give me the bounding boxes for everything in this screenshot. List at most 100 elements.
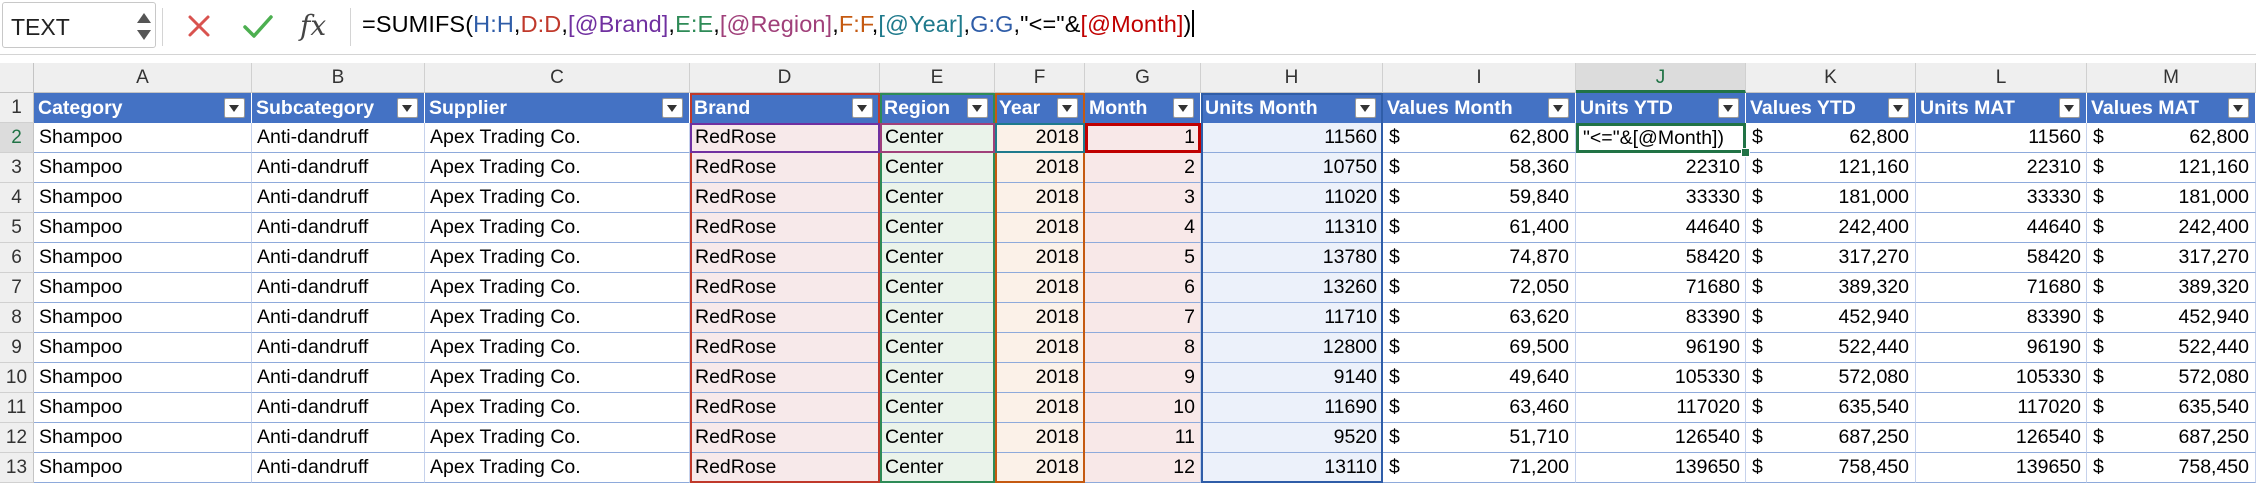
table-cell-values-ytd[interactable]: $181,000 [1746,183,1916,213]
fill-handle[interactable] [1741,148,1750,157]
table-cell-values-mat[interactable]: $635,540 [2087,393,2256,423]
table-cell-units-mat[interactable]: 117020 [1916,393,2087,423]
table-cell-category[interactable]: Shampoo [34,123,252,153]
table-cell-brand[interactable]: RedRose [690,453,880,483]
table-cell-year[interactable]: 2018 [995,453,1085,483]
table-cell-region[interactable]: Center [880,453,995,483]
table-header-cell[interactable]: Month [1085,93,1201,123]
table-cell-region[interactable]: Center [880,393,995,423]
table-header-cell[interactable]: Subcategory [252,93,425,123]
row-header-12[interactable]: 12 [0,423,34,453]
row-header-3[interactable]: 3 [0,153,34,183]
table-cell-values-ytd[interactable]: $687,250 [1746,423,1916,453]
table-cell-units-ytd[interactable]: 83390 [1576,303,1746,333]
table-cell-values-ytd[interactable]: $62,800 [1746,123,1916,153]
table-cell-year[interactable]: 2018 [995,423,1085,453]
table-cell-values-mat[interactable]: $572,080 [2087,363,2256,393]
table-cell-month[interactable]: 7 [1085,303,1201,333]
table-header-cell[interactable]: Values YTD [1746,93,1916,123]
table-cell-category[interactable]: Shampoo [34,273,252,303]
table-cell-units-mat[interactable]: 22310 [1916,153,2087,183]
table-cell-region[interactable]: Center [880,333,995,363]
table-cell-units-ytd[interactable]: 96190 [1576,333,1746,363]
filter-dropdown-icon[interactable] [1173,98,1194,118]
table-cell-values-month[interactable]: $51,710 [1383,423,1576,453]
table-cell-month[interactable]: 1 [1085,123,1201,153]
table-cell-values-mat[interactable]: $242,400 [2087,213,2256,243]
table-cell-units-month[interactable]: 12800 [1201,333,1383,363]
table-cell-units-ytd[interactable]: 44640 [1576,213,1746,243]
table-cell-units-month[interactable]: 13110 [1201,453,1383,483]
table-cell-brand[interactable]: RedRose [690,243,880,273]
column-header-k[interactable]: K [1746,63,1916,93]
table-cell-subcategory[interactable]: Anti-dandruff [252,333,425,363]
table-cell-units-month[interactable]: 11310 [1201,213,1383,243]
column-header-m[interactable]: M [2087,63,2256,93]
table-cell-month[interactable]: 11 [1085,423,1201,453]
table-cell-units-month[interactable]: 11690 [1201,393,1383,423]
row-header-11[interactable]: 11 [0,393,34,423]
table-cell-supplier[interactable]: Apex Trading Co. [425,363,690,393]
table-cell-supplier[interactable]: Apex Trading Co. [425,123,690,153]
cancel-button[interactable] [181,8,217,44]
table-cell-subcategory[interactable]: Anti-dandruff [252,303,425,333]
table-cell-supplier[interactable]: Apex Trading Co. [425,213,690,243]
table-cell-units-ytd[interactable]: 33330 [1576,183,1746,213]
table-cell-supplier[interactable]: Apex Trading Co. [425,183,690,213]
column-header-l[interactable]: L [1916,63,2087,93]
table-cell-subcategory[interactable]: Anti-dandruff [252,363,425,393]
table-cell-values-ytd[interactable]: $121,160 [1746,153,1916,183]
table-cell-year[interactable]: 2018 [995,183,1085,213]
table-header-cell[interactable]: Brand [690,93,880,123]
table-cell-category[interactable]: Shampoo [34,213,252,243]
table-cell-units-mat[interactable]: 105330 [1916,363,2087,393]
table-cell-units-month[interactable]: 11560 [1201,123,1383,153]
table-cell-year[interactable]: 2018 [995,393,1085,423]
table-cell-units-month[interactable]: 13260 [1201,273,1383,303]
table-cell-year[interactable]: 2018 [995,123,1085,153]
table-cell-values-mat[interactable]: $687,250 [2087,423,2256,453]
column-header-a[interactable]: A [34,63,252,93]
filter-dropdown-icon[interactable] [1057,98,1078,118]
table-cell-values-month[interactable]: $63,460 [1383,393,1576,423]
select-all-corner[interactable] [0,63,34,93]
table-cell-values-ytd[interactable]: $242,400 [1746,213,1916,243]
table-cell-year[interactable]: 2018 [995,303,1085,333]
table-cell-values-mat[interactable]: $317,270 [2087,243,2256,273]
column-header-b[interactable]: B [252,63,425,93]
table-cell-units-mat[interactable]: 58420 [1916,243,2087,273]
insert-function-button[interactable]: fx [300,9,327,42]
table-cell-subcategory[interactable]: Anti-dandruff [252,153,425,183]
table-cell-values-month[interactable]: $58,360 [1383,153,1576,183]
table-header-cell[interactable]: Units Month [1201,93,1383,123]
name-box-up-arrow-icon[interactable] [137,13,151,23]
filter-dropdown-icon[interactable] [2228,98,2249,118]
table-cell-year[interactable]: 2018 [995,213,1085,243]
row-header-2[interactable]: 2 [0,123,34,153]
formula-input[interactable]: =SUMIFS(H:H,D:D,[@Brand],E:E,[@Region],F… [362,10,1194,38]
table-cell-supplier[interactable]: Apex Trading Co. [425,423,690,453]
table-cell-category[interactable]: Shampoo [34,303,252,333]
table-cell-units-ytd[interactable]: 117020 [1576,393,1746,423]
table-cell-category[interactable]: Shampoo [34,363,252,393]
filter-dropdown-icon[interactable] [397,98,418,118]
column-header-h[interactable]: H [1201,63,1383,93]
table-cell-subcategory[interactable]: Anti-dandruff [252,123,425,153]
table-cell-category[interactable]: Shampoo [34,243,252,273]
table-cell-values-ytd[interactable]: $389,320 [1746,273,1916,303]
column-header-f[interactable]: F [995,63,1085,93]
table-cell-values-month[interactable]: $63,620 [1383,303,1576,333]
filter-dropdown-icon[interactable] [852,98,873,118]
table-cell-units-month[interactable]: 11710 [1201,303,1383,333]
table-cell-brand[interactable]: RedRose [690,303,880,333]
table-cell-month[interactable]: 2 [1085,153,1201,183]
row-header-4[interactable]: 4 [0,183,34,213]
table-cell-supplier[interactable]: Apex Trading Co. [425,453,690,483]
table-cell-brand[interactable]: RedRose [690,183,880,213]
table-cell-values-mat[interactable]: $758,450 [2087,453,2256,483]
table-cell-category[interactable]: Shampoo [34,333,252,363]
table-cell-region[interactable]: Center [880,273,995,303]
table-header-cell[interactable]: Region [880,93,995,123]
filter-dropdown-icon[interactable] [224,98,245,118]
table-cell-category[interactable]: Shampoo [34,153,252,183]
